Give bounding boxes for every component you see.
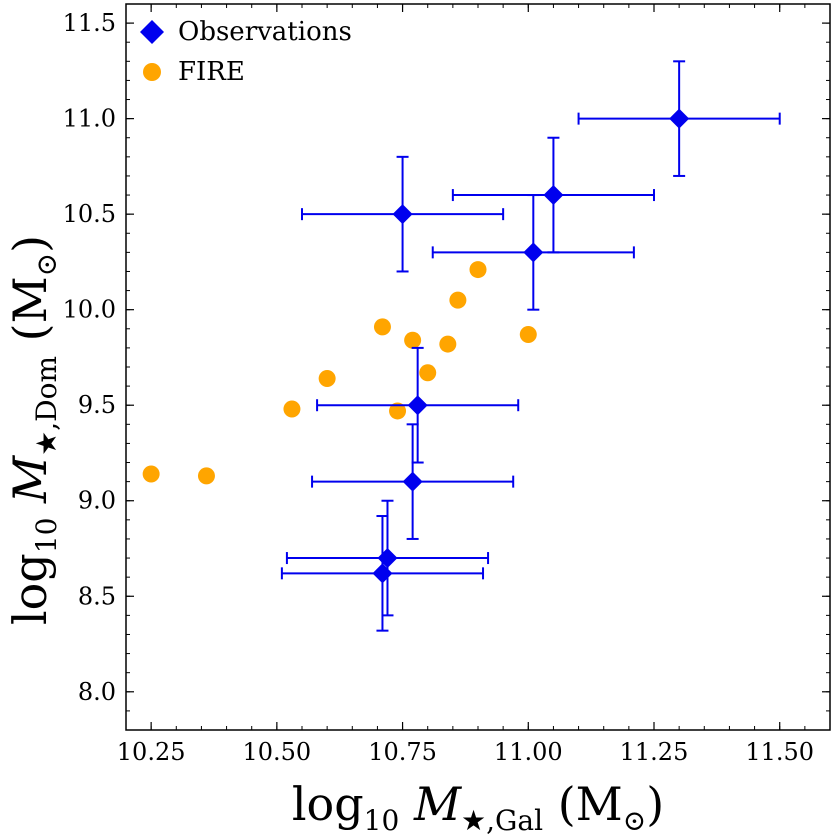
observation-point [431, 194, 635, 311]
y-axis-title: log10 M★,Dom (M⊙) [3, 235, 63, 625]
observation-marker [523, 242, 544, 263]
observation-marker [402, 471, 423, 492]
x-tick-label: 10.75 [368, 738, 437, 766]
legend-observations-marker [140, 20, 164, 44]
y-tick-label: 8.5 [78, 582, 116, 610]
observation-point [316, 346, 520, 464]
x-tick-label: 11.50 [745, 738, 814, 766]
fire-point [519, 326, 537, 344]
observation-marker [392, 204, 413, 225]
fire-point [197, 467, 215, 485]
x-tick-label: 10.50 [242, 738, 311, 766]
legend-fire-label: FIRE [178, 57, 245, 87]
y-tick-label: 10.0 [63, 296, 116, 324]
legend-observations-label: Observations [178, 17, 352, 47]
fire-point [142, 465, 160, 483]
fire-point [469, 261, 487, 279]
fire-point [389, 402, 407, 420]
fire-point [439, 335, 457, 353]
fire-point [404, 331, 422, 349]
legend-fire-marker [143, 63, 161, 81]
y-tick-labels: 8.0 8.5 9.0 9.5 10.0 10.5 11.0 11.5 [63, 9, 116, 706]
observation-point [451, 136, 655, 254]
x-tick-label: 10.25 [117, 738, 186, 766]
observations-series [280, 60, 781, 632]
x-axis-title: log10 M★,Gal (M⊙) [292, 777, 664, 834]
fire-series [142, 261, 537, 485]
fire-point [419, 364, 437, 382]
observation-point [311, 423, 515, 540]
observation-point [285, 499, 490, 617]
y-tick-label: 10.5 [63, 200, 116, 228]
y-tick-label: 8.0 [78, 678, 116, 706]
fire-point [373, 318, 391, 336]
x-tick-label: 11.25 [620, 738, 689, 766]
observation-marker [543, 185, 564, 206]
observation-marker [669, 108, 690, 129]
y-tick-label: 9.5 [78, 391, 116, 419]
x-tick-label: 11.00 [494, 738, 563, 766]
x-tick-labels: 10.25 10.50 10.75 11.00 11.25 11.50 [117, 738, 814, 766]
observation-marker [372, 563, 393, 584]
legend: Observations FIRE [140, 17, 352, 87]
fire-point [283, 400, 301, 418]
y-tick-label: 11.5 [63, 9, 116, 37]
observation-marker [407, 395, 428, 416]
observation-marker [377, 548, 398, 569]
plot-area [125, 3, 831, 731]
y-tick-label: 9.0 [78, 487, 116, 515]
axis-ticks [126, 4, 830, 730]
observation-point [577, 60, 781, 177]
fire-point [318, 369, 336, 387]
observation-point [301, 155, 505, 273]
fire-point [449, 291, 467, 309]
observation-point [280, 515, 485, 632]
y-tick-label: 11.0 [63, 105, 116, 133]
